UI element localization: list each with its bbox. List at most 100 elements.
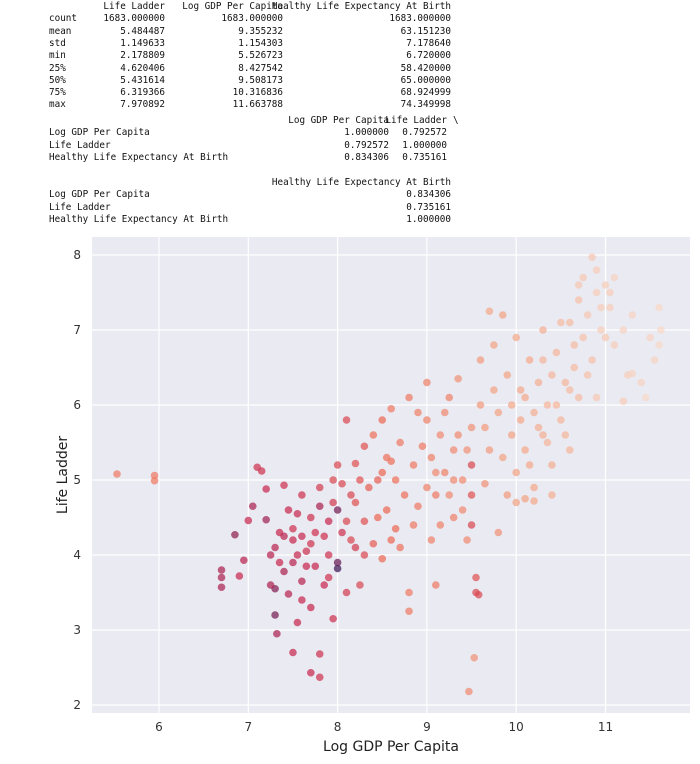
data-point (485, 307, 494, 316)
data-point (432, 491, 440, 499)
data-point (449, 446, 458, 454)
data-point (530, 408, 538, 417)
data-point (329, 614, 337, 623)
data-point (485, 446, 494, 454)
data-point (548, 461, 556, 469)
data-point (396, 543, 404, 552)
data-point (405, 588, 413, 597)
data-point (463, 536, 471, 544)
data-point (579, 273, 587, 282)
data-point (454, 374, 462, 383)
data-point (333, 564, 342, 573)
data-point (481, 479, 489, 488)
data-point (606, 303, 614, 312)
table-cell: 9.355232 (238, 25, 283, 37)
data-point (356, 476, 364, 484)
data-point (351, 459, 360, 468)
data-point (298, 577, 306, 586)
data-point (333, 461, 342, 469)
table-header-row: Life Ladder Log GDP Per Capita Healthy Lif… (0, 1, 700, 13)
data-point (657, 326, 665, 334)
data-point (655, 341, 663, 349)
data-point (516, 386, 525, 394)
data-point (503, 491, 512, 499)
data-point (311, 528, 320, 537)
data-point (289, 558, 297, 567)
table-cell: 11.663788 (232, 99, 283, 111)
data-point (512, 333, 520, 342)
table-cell: 5.484487 (120, 25, 165, 37)
data-point (507, 401, 516, 409)
data-point (280, 567, 288, 576)
data-point (474, 590, 483, 599)
table-cell: 8.427542 (238, 62, 283, 74)
data-point (579, 333, 587, 342)
data-point (476, 401, 485, 409)
data-point (557, 416, 565, 424)
data-point (298, 532, 306, 541)
y-tick-label: 6 (73, 398, 81, 412)
table-cell: 9.508173 (238, 74, 283, 86)
table-cell: 4.620406 (120, 62, 165, 74)
table-cell: 0.834306 (406, 189, 451, 201)
data-point (507, 431, 516, 439)
data-point (467, 461, 476, 469)
data-point (333, 506, 342, 514)
table-row: 25% 4.620406 8.427542 58.420000 (0, 63, 700, 75)
table-header-row: Log GDP Per Capita Life Ladder \ (0, 115, 700, 127)
data-point (583, 371, 592, 379)
data-point (490, 386, 498, 394)
data-point (525, 461, 534, 469)
data-point (262, 515, 270, 524)
table-cell: 7.178640 (406, 37, 451, 49)
table-row: Life Ladder 0.792572 1.000000 (0, 140, 700, 152)
table-cell: Log GDP Per Capita (49, 127, 150, 139)
data-point (592, 266, 601, 274)
data-point (521, 494, 529, 503)
data-point (561, 378, 570, 387)
data-point (650, 356, 659, 364)
table-cell: 10.316836 (232, 87, 283, 99)
x-tick-label: 8 (334, 720, 342, 734)
y-tick-label: 5 (73, 473, 81, 487)
x-axis-label: Log GDP Per Capita (323, 739, 459, 755)
data-point (315, 673, 324, 682)
data-point (646, 333, 654, 342)
data-point (499, 311, 507, 319)
table-cell: std (49, 37, 66, 49)
data-point (445, 393, 454, 402)
data-point (503, 371, 512, 379)
table-cell: Log GDP Per Capita (288, 115, 389, 126)
x-tick-label: 7 (244, 720, 252, 734)
data-point (391, 476, 400, 484)
data-point (365, 483, 373, 492)
data-point (467, 521, 476, 529)
table-cell: Log GDP Per Capita (49, 189, 150, 201)
data-point (628, 369, 637, 378)
table-cell: 0.792572 (402, 127, 447, 139)
data-point (445, 491, 454, 499)
table-cell: Healthy Life Expectancy At Birth (271, 1, 451, 12)
data-point (641, 393, 650, 402)
data-point (637, 378, 646, 387)
table-row: max 7.970892 11.663788 74.349998 (0, 99, 700, 111)
data-point (592, 288, 601, 297)
data-point (271, 543, 279, 552)
table-cell: 0.834306 (344, 151, 389, 163)
data-point (610, 341, 619, 349)
data-point (244, 516, 253, 525)
table-cell: 63.151230 (400, 25, 451, 37)
data-point (494, 528, 503, 537)
data-point (574, 393, 583, 402)
data-point (427, 536, 436, 544)
data-point (307, 668, 315, 677)
data-point (293, 509, 302, 518)
data-point (530, 483, 538, 492)
data-point (592, 393, 601, 402)
data-point (280, 532, 288, 541)
table-row: Healthy Life Expectancy At Birth 1.000000 (0, 214, 700, 226)
data-point (516, 416, 525, 424)
table-cell: 7.970892 (120, 99, 165, 111)
data-point (409, 521, 418, 529)
data-point (378, 416, 387, 424)
